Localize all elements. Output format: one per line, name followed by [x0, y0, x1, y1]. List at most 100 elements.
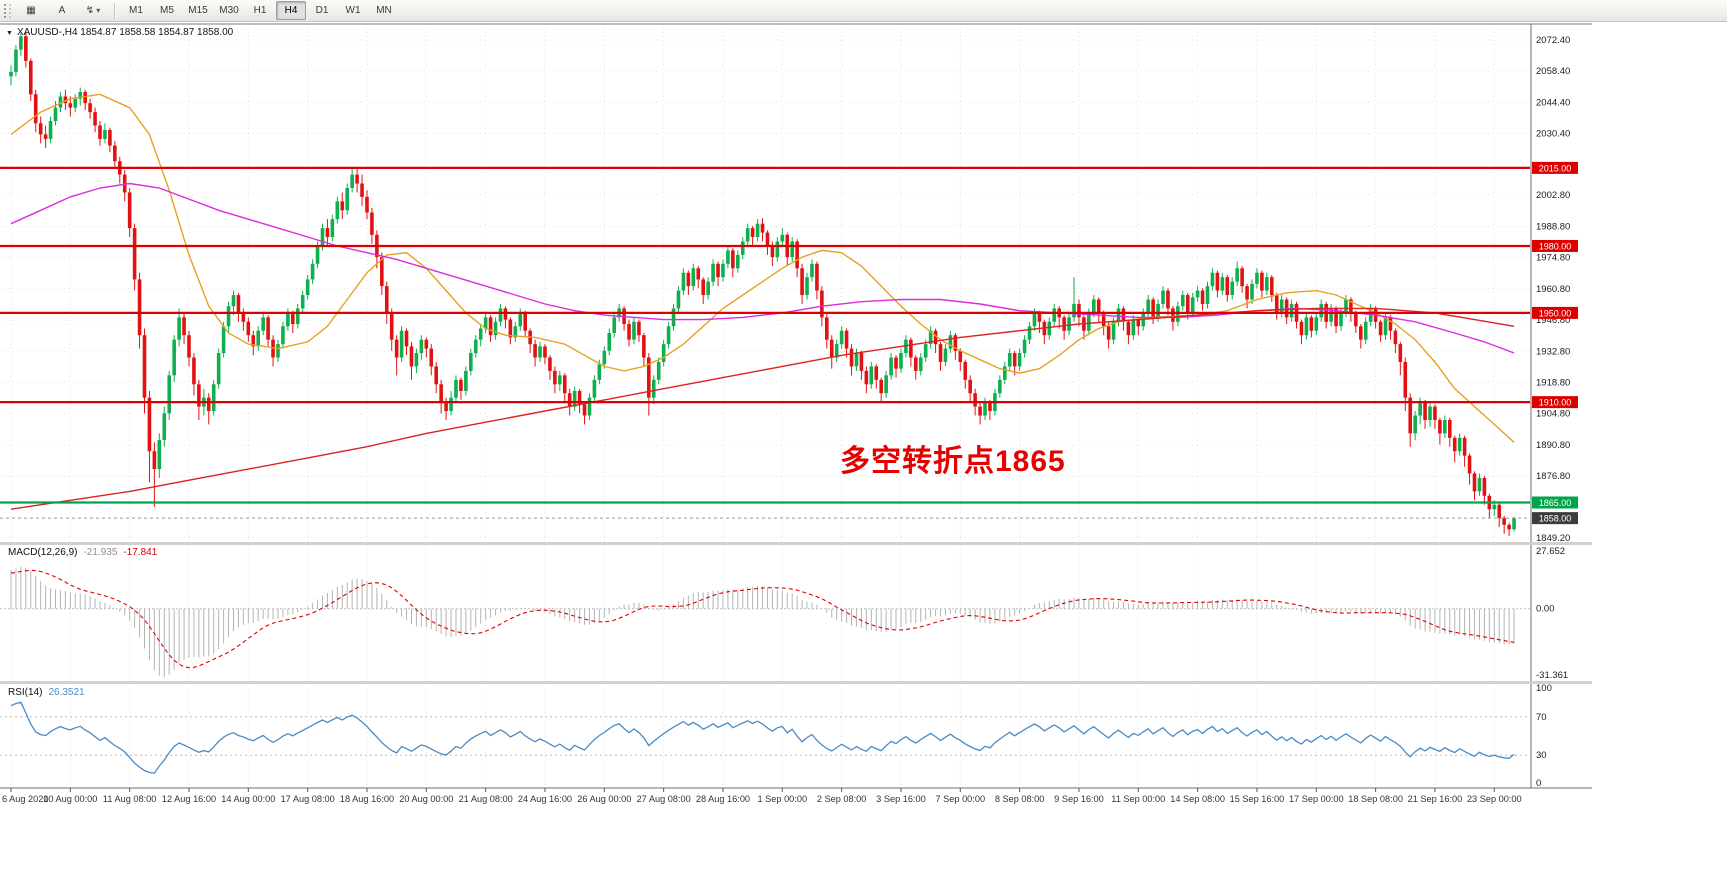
- time-label: 17 Sep 00:00: [1289, 794, 1344, 804]
- zigzag-tool-button[interactable]: ↯ ▾: [85, 5, 101, 16]
- time-label: 14 Sep 08:00: [1170, 794, 1225, 804]
- timeframe-button-h4[interactable]: H4: [276, 1, 306, 20]
- svg-text:70: 70: [1536, 712, 1547, 723]
- toolbar: ▦ A ↯ ▾ M1 M5 M15 M30 H1 H4 D1 W1 MN: [0, 0, 1727, 22]
- svg-text:1946.80: 1946.80: [1536, 315, 1570, 326]
- svg-text:1980.00: 1980.00: [1539, 241, 1572, 251]
- symbol-info: ▼ XAUUSD-,H4 1854.87 1858.58 1854.87 1858…: [6, 27, 233, 38]
- svg-text:1849.20: 1849.20: [1536, 533, 1570, 544]
- symbol-ohlc-line: XAUUSD-,H4 1854.87 1858.58 1854.87 1858.…: [16, 27, 234, 38]
- rsi-indicator-label: RSI(14) 26.3521: [8, 687, 85, 698]
- macd-name: MACD(12,26,9): [8, 547, 78, 558]
- macd-signal-value: -17.841: [123, 547, 158, 558]
- time-label: 28 Aug 16:00: [696, 794, 750, 804]
- svg-text:1865.00: 1865.00: [1539, 498, 1572, 508]
- svg-text:1988.80: 1988.80: [1536, 221, 1570, 232]
- svg-text:1858.00: 1858.00: [1539, 514, 1572, 524]
- svg-text:-31.361: -31.361: [1536, 670, 1568, 681]
- timeframe-button-m30[interactable]: M30: [219, 5, 239, 16]
- macd-indicator-label: MACD(12,26,9) -21.935 -17.841: [8, 547, 157, 558]
- medium-ma-line: [10, 182, 1515, 354]
- grid-icon[interactable]: ▦: [26, 5, 36, 16]
- rsi-name: RSI(14): [8, 687, 43, 698]
- price-badge-1910.00: [1532, 396, 1578, 409]
- price-badge-1858.00: [1532, 512, 1578, 525]
- svg-text:2058.40: 2058.40: [1536, 66, 1570, 77]
- time-label: 9 Sep 16:00: [1054, 794, 1104, 804]
- time-label: 14 Aug 00:00: [221, 794, 275, 804]
- price-badge-1865.00: [1532, 496, 1578, 509]
- rsi-panel[interactable]: 100 70 30 0: [0, 683, 1552, 789]
- time-label: 17 Aug 08:00: [281, 794, 335, 804]
- fast-ma-line: [10, 93, 1515, 443]
- svg-text:1932.80: 1932.80: [1536, 346, 1570, 357]
- svg-text:2015.00: 2015.00: [1539, 163, 1572, 173]
- time-label: 10 Aug 00:00: [43, 794, 97, 804]
- svg-text:1876.80: 1876.80: [1536, 471, 1570, 482]
- time-label: 15 Sep 16:00: [1230, 794, 1285, 804]
- symbol-dropdown-icon[interactable]: ▼: [6, 30, 13, 37]
- candles-layer: [9, 31, 1516, 536]
- time-label: 24 Aug 16:00: [518, 794, 572, 804]
- cursor-a-button[interactable]: A: [58, 5, 66, 16]
- svg-text:1904.80: 1904.80: [1536, 409, 1570, 420]
- macd-panel[interactable]: 27.652 0.00 -31.361: [0, 546, 1568, 681]
- price-scale[interactable]: 2072.40 2058.40 2044.40 2030.40 2002.80 1988.…: [1530, 24, 1592, 788]
- timeframe-button-h1[interactable]: H1: [253, 5, 267, 16]
- time-label: 12 Aug 16:00: [162, 794, 216, 804]
- svg-text:0.00: 0.00: [1536, 604, 1555, 615]
- timeframe-button-w1[interactable]: W1: [345, 5, 361, 16]
- price-badge-1950.00: [1532, 306, 1578, 319]
- toolbar-separator: [114, 2, 116, 19]
- svg-text:27.652: 27.652: [1536, 546, 1565, 557]
- macd-value: -21.935: [83, 547, 118, 558]
- price-badge-1980.00: [1532, 239, 1578, 252]
- time-label: 7 Sep 00:00: [936, 794, 986, 804]
- price-badge-2015.00: [1532, 161, 1578, 174]
- svg-text:30: 30: [1536, 750, 1547, 761]
- time-label: 21 Aug 08:00: [459, 794, 513, 804]
- slow-ma-line: [10, 307, 1515, 510]
- svg-text:100: 100: [1536, 683, 1552, 694]
- timeframe-button-m15[interactable]: M15: [188, 5, 208, 16]
- chart-canvas[interactable]: 2072.40 2058.40 2044.40 2030.40 2002.80 1988.…: [0, 22, 1592, 812]
- time-label: 23 Sep 00:00: [1467, 794, 1522, 804]
- time-label: 6 Aug 2020: [2, 794, 49, 804]
- toolbar-buttons: ▦ A ↯ ▾ M1 M5 M15 M30 H1 H4 D1 W1 MN: [16, 1, 400, 20]
- time-label: 11 Aug 08:00: [103, 794, 156, 804]
- time-label: 2 Sep 08:00: [817, 794, 867, 804]
- toolbar-drag-handle[interactable]: [4, 3, 11, 18]
- time-label: 27 Aug 08:00: [637, 794, 691, 804]
- time-label: 1 Sep 00:00: [758, 794, 808, 804]
- price-annotation-text[interactable]: 多空转折点1865: [840, 445, 1066, 478]
- svg-text:1974.80: 1974.80: [1536, 253, 1570, 264]
- time-label: 26 Aug 00:00: [577, 794, 631, 804]
- svg-text:0: 0: [1536, 778, 1541, 789]
- dropdown-caret-icon: ▾: [96, 6, 101, 15]
- time-label: 18 Sep 08:00: [1348, 794, 1403, 804]
- timeframe-button-mn[interactable]: MN: [376, 5, 392, 16]
- level-lines[interactable]: [0, 166, 1530, 519]
- svg-text:1960.80: 1960.80: [1536, 284, 1570, 295]
- rsi-value: 26.3521: [48, 687, 85, 698]
- time-label: 11 Sep 00:00: [1111, 794, 1165, 804]
- svg-text:1910.00: 1910.00: [1539, 398, 1572, 408]
- svg-text:2044.40: 2044.40: [1536, 97, 1570, 108]
- time-label: 8 Sep 08:00: [995, 794, 1045, 804]
- svg-text:1950.00: 1950.00: [1539, 308, 1572, 318]
- timeframe-button-m1[interactable]: M1: [129, 5, 143, 16]
- time-label: 3 Sep 16:00: [876, 794, 926, 804]
- svg-text:1918.80: 1918.80: [1536, 377, 1570, 388]
- svg-text:2030.40: 2030.40: [1536, 129, 1570, 140]
- timeframe-button-d1[interactable]: D1: [315, 5, 329, 16]
- svg-text:1890.80: 1890.80: [1536, 440, 1570, 451]
- grid-lines: [0, 24, 1530, 788]
- time-label: 20 Aug 00:00: [399, 794, 453, 804]
- svg-text:2072.40: 2072.40: [1536, 35, 1570, 46]
- time-label: 18 Aug 16:00: [340, 794, 394, 804]
- svg-text:2002.80: 2002.80: [1536, 190, 1570, 201]
- time-label: 21 Sep 16:00: [1408, 794, 1463, 804]
- timeframe-button-m5[interactable]: M5: [160, 5, 174, 16]
